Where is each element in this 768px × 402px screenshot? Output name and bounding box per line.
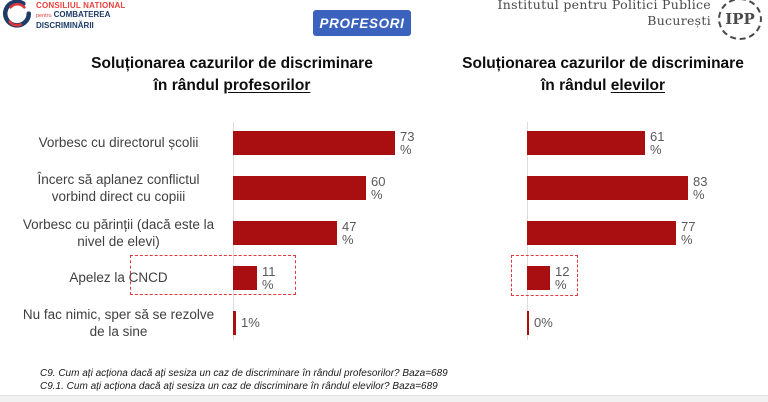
- value-label: 11 %: [262, 263, 276, 292]
- category-label: Vorbesc cu directorul școlii: [38, 135, 199, 150]
- chart-row: Încerc să aplanez conflictul vorbind dir…: [0, 165, 768, 210]
- cncd-logo-pentru: pentru: [36, 13, 52, 19]
- value-label: 0%: [534, 315, 553, 330]
- plot-area-elevi: 83 %: [527, 165, 768, 210]
- plot-area-elevi: 0%: [527, 300, 768, 345]
- value-label: 83 %: [693, 173, 708, 202]
- bar-profesori-cncd: [233, 265, 257, 290]
- plot-area-profesori: 47 %: [233, 210, 527, 255]
- chart-row: Vorbesc cu directorul școlii 73 % 61 %: [0, 120, 768, 165]
- chart-title-profesori-line1: Soluționarea cazurilor de discriminare: [91, 55, 373, 72]
- bar-elevi-nimic: [527, 310, 529, 335]
- chart-row: Apelez la CNCD 11 % 12 %: [0, 255, 768, 300]
- bottom-edge: [0, 395, 768, 402]
- chart-title-profesori-line2: în rândul profesorilor: [58, 75, 406, 97]
- value-label: 73 %: [400, 128, 415, 157]
- bar-elevi-directorul: [527, 130, 645, 155]
- ipp-logo: Institutul pentru Politici Publice Bucur…: [498, 0, 762, 40]
- category-label: Încerc să aplanez conflictul vorbind dir…: [37, 171, 200, 204]
- value-label: 12 %: [555, 263, 570, 292]
- footnotes: C9. Cum ați acționa dacă ați sesiza un c…: [40, 367, 448, 393]
- title-prefix: în rândul: [153, 77, 224, 94]
- cncd-logo-icon: [2, 0, 32, 34]
- chart-rows: Vorbesc cu directorul școlii 73 % 61 % Î…: [0, 120, 768, 345]
- category-label: Vorbesc cu părinții (dacă este la nivel …: [22, 216, 215, 249]
- bar-profesori-nimic: [233, 310, 236, 335]
- value-label: 1%: [241, 315, 260, 330]
- plot-area-profesori: 11 %: [233, 255, 527, 300]
- category-label: Nu fac nimic, sper să se rezolve de la s…: [22, 306, 215, 339]
- bar-elevi-parintii: [527, 220, 676, 245]
- value-label: 47 %: [342, 218, 357, 247]
- value-label: 61 %: [650, 128, 665, 157]
- value-label: 60 %: [371, 173, 386, 202]
- cncd-logo-line3: DISCRIMINĂRII: [36, 21, 94, 30]
- bar-elevi-aplanez: [527, 175, 688, 200]
- cncd-logo-text: CONSILIUL NATIONAL pentru COMBATEREA DISC…: [36, 0, 126, 30]
- ipp-logo-line1: Institutul pentru Politici Publice: [497, 0, 711, 12]
- plot-area-profesori: 73 %: [233, 120, 527, 165]
- chart-row: Vorbesc cu părinții (dacă este la nivel …: [0, 210, 768, 255]
- bar-elevi-cncd: [527, 265, 550, 290]
- ipp-logo-line2: București: [647, 13, 711, 28]
- footnote-line-2: C9.1. Cum ați acționa dacă ați sesiza un…: [40, 381, 438, 392]
- highlight-box-elevi-cncd: [511, 255, 578, 296]
- bar-profesori-parintii: [233, 220, 337, 245]
- bar-profesori-directorul: [233, 130, 395, 155]
- title-underlined-word: elevilor: [610, 77, 666, 94]
- footnote-line-1: C9. Cum ați acționa dacă ați sesiza un c…: [40, 368, 448, 379]
- title-prefix: în rândul: [540, 77, 611, 94]
- profesori-badge: PROFESORI: [313, 10, 411, 36]
- cncd-logo-line2: pentru COMBATEREA: [36, 10, 126, 21]
- value-label: 77 %: [681, 218, 696, 247]
- chart-title-profesori: Soluționarea cazurilor de discriminare î…: [58, 53, 406, 97]
- chart-row: Nu fac nimic, sper să se rezolve de la s…: [0, 300, 768, 345]
- plot-area-elevi: 61 %: [527, 120, 768, 165]
- plot-area-elevi: 77 %: [527, 210, 768, 255]
- cncd-logo-line1: CONSILIUL NATIONAL: [36, 1, 126, 10]
- highlight-box-profesori-cncd: [130, 255, 296, 295]
- ipp-logo-text: Institutul pentru Politici Publice Bucur…: [498, 0, 712, 29]
- category-label: Apelez la CNCD: [69, 270, 168, 285]
- bar-profesori-aplanez: [233, 175, 366, 200]
- chart-title-elevi: Soluționarea cazurilor de discriminare î…: [438, 53, 768, 97]
- plot-area-profesori: 1%: [233, 300, 527, 345]
- title-underlined-word: profesorilor: [223, 77, 311, 94]
- cncd-logo: CONSILIUL NATIONAL pentru COMBATEREA DISC…: [2, 0, 126, 34]
- plot-area-elevi: 12 %: [527, 255, 768, 300]
- ipp-seal-icon: IPP: [718, 0, 762, 40]
- plot-area-profesori: 60 %: [233, 165, 527, 210]
- chart-title-elevi-line2: în rândul elevilor: [438, 75, 768, 97]
- chart-title-elevi-line1: Soluționarea cazurilor de discriminare: [462, 55, 744, 72]
- cncd-logo-combaterea: COMBATEREA: [53, 10, 111, 19]
